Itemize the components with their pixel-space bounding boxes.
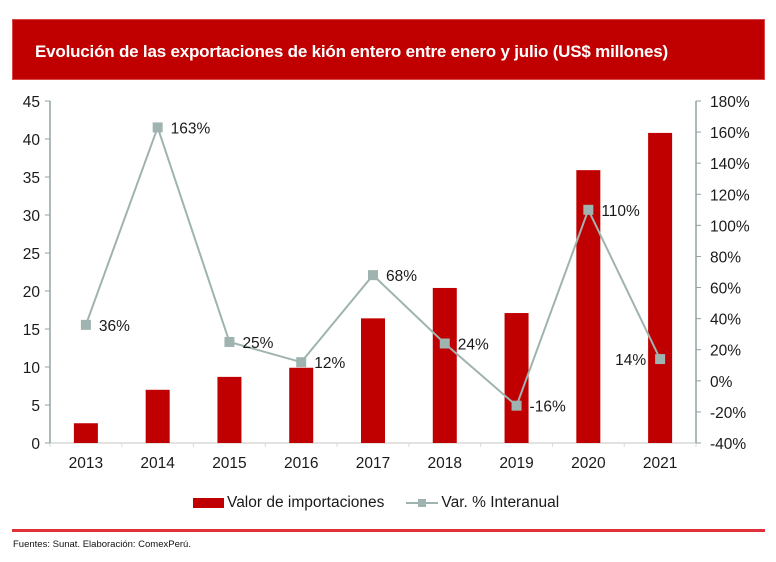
left-tick-label: 25 <box>23 246 40 263</box>
bar <box>432 287 457 443</box>
right-tick-label: 140% <box>710 156 750 173</box>
legend-item-line: Var. % Interanual <box>384 494 559 512</box>
x-tick-label: 2018 <box>428 455 462 472</box>
data-label: 14% <box>615 352 646 369</box>
right-tick-label: 80% <box>710 249 741 266</box>
line-marker <box>296 357 307 368</box>
right-axis: -40% -20% 0% 20% 40% 60% 80% 100% 120% 140% 160% 18… <box>695 94 750 453</box>
left-tick-label: 0 <box>31 436 40 453</box>
left-tick-label: 20 <box>23 284 41 301</box>
right-tick-label: 160% <box>710 125 750 142</box>
right-tick-label: 60% <box>710 281 741 298</box>
left-tick-label: 45 <box>23 94 40 111</box>
data-label: 110% <box>601 203 640 220</box>
bar <box>217 376 242 443</box>
left-tick-label: 35 <box>23 170 40 187</box>
x-tick-label: 2014 <box>140 455 175 472</box>
bar-series <box>73 132 673 444</box>
x-tick-label: 2021 <box>643 455 677 472</box>
legend-bar-swatch <box>193 498 224 508</box>
right-tick-label: 0% <box>710 374 733 391</box>
x-tick-label: 2020 <box>571 455 606 472</box>
right-tick-label: 100% <box>710 218 750 235</box>
line-marker <box>368 270 378 281</box>
line-series: 36% 163% 25% 12% 68% 24% -16% 110% 14% <box>80 120 666 416</box>
right-tick-label: 120% <box>710 187 750 204</box>
right-tick-label: -40% <box>710 436 746 453</box>
x-tick-label: 2017 <box>356 455 390 472</box>
data-label: 163% <box>171 120 211 137</box>
legend-line-swatch <box>406 498 439 508</box>
left-tick-label: 15 <box>23 322 40 339</box>
bar <box>73 423 98 443</box>
data-label: 68% <box>386 268 417 285</box>
right-tick-label: 40% <box>710 312 741 329</box>
x-tick-label: 2016 <box>284 455 318 472</box>
line-marker <box>511 400 522 411</box>
legend-bar-label: Valor de importaciones <box>227 494 385 511</box>
x-tick-label: 2015 <box>212 455 246 472</box>
bar <box>576 170 601 443</box>
x-tick-label: 2013 <box>69 455 103 472</box>
line-marker <box>655 354 666 365</box>
legend: Valor de importaciones Var. % Interanual <box>193 494 559 512</box>
right-tick-label: 20% <box>710 343 741 360</box>
bar <box>648 132 673 444</box>
legend-item-bars: Valor de importaciones <box>193 494 384 512</box>
data-label: 24% <box>458 337 489 354</box>
data-label: 25% <box>242 335 273 352</box>
line-marker <box>439 338 450 349</box>
source-note: Fuentes: Sunat. Elaboración: ComexPerú. <box>13 539 191 550</box>
footer-divider <box>12 529 765 532</box>
bar <box>289 367 314 443</box>
left-tick-label: 5 <box>31 398 40 415</box>
bar <box>504 313 529 443</box>
bar <box>361 318 385 443</box>
data-label: 36% <box>99 318 130 335</box>
x-axis: 2013 2014 2015 2016 2017 2018 2019 2020 2021 <box>49 442 697 472</box>
left-tick-label: 10 <box>23 360 41 377</box>
x-tick-label: 2019 <box>499 455 533 472</box>
left-axis: 0 5 10 15 20 25 30 35 40 45 <box>23 94 51 453</box>
line-marker <box>80 319 91 330</box>
line-marker <box>152 122 163 133</box>
data-label: -16% <box>530 399 566 416</box>
chart-title: Evolución de las exportaciones de kión e… <box>35 42 668 61</box>
right-tick-label: 180% <box>710 94 750 111</box>
chart: 2013 2014 2015 2016 2017 2018 2019 2020 2021 36%… <box>23 94 750 472</box>
legend-line-label: Var. % Interanual <box>441 494 560 511</box>
right-tick-label: -20% <box>710 405 746 422</box>
left-tick-label: 30 <box>23 208 41 225</box>
title-banner: Evolución de las exportaciones de kión e… <box>12 19 765 80</box>
line-marker <box>583 204 594 215</box>
line-marker <box>224 336 235 347</box>
data-label: 12% <box>314 355 345 372</box>
bar <box>145 389 170 443</box>
left-tick-label: 40 <box>23 132 41 149</box>
